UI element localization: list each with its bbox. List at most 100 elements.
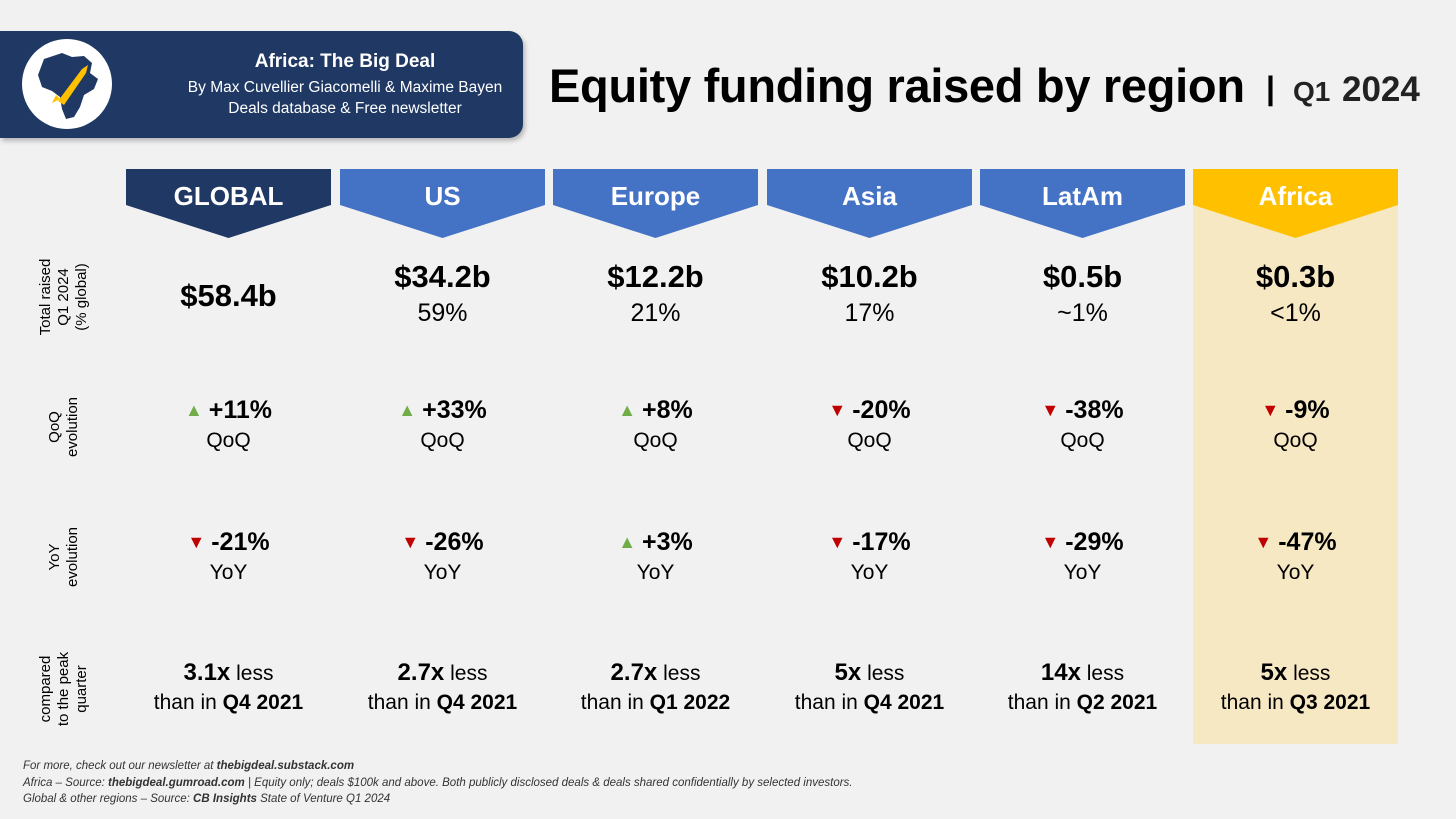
- region-header-asia: Asia: [767, 169, 972, 238]
- total-raised-cell: $58.4b: [126, 278, 331, 314]
- qoq-evolution-cell: ▲ +33% QoQ: [340, 396, 545, 453]
- yoy-evolution-cell: ▼ -17% YoY: [767, 528, 972, 585]
- qoq-change: ▲ +11%: [126, 396, 331, 425]
- region-header-africa: Africa: [1193, 169, 1398, 238]
- down-triangle-icon: ▼: [828, 532, 847, 552]
- peak-multiple-line: 5x less: [1193, 659, 1398, 687]
- total-raised-value: $0.3b: [1255, 259, 1336, 294]
- yoy-change-value: -29%: [1065, 528, 1124, 556]
- peak-multiple: 2.7x: [610, 659, 658, 686]
- peak-prefix: than in: [153, 691, 223, 714]
- up-triangle-icon: ▲: [618, 400, 637, 420]
- qoq-evolution-cell: ▲ +11% QoQ: [126, 396, 331, 453]
- region-header-label: GLOBAL: [173, 181, 284, 211]
- total-raised-value: $12.2b: [607, 259, 704, 294]
- yoy-change: ▲ +3%: [553, 528, 758, 557]
- row-label-qoq-evolution: QoQ evolution: [46, 377, 82, 477]
- peak-multiple: 5x: [1260, 659, 1288, 686]
- region-header-label: Africa: [1258, 181, 1333, 211]
- peak-prefix: than in: [1220, 691, 1290, 714]
- peak-quarter: Q2 2021: [1076, 691, 1158, 714]
- total-raised-value: $10.2b: [821, 259, 918, 294]
- yoy-change: ▼ -29%: [980, 528, 1185, 557]
- footer-africa-source-line: Africa – Source: thebigdeal.gumroad.com …: [23, 776, 853, 789]
- region-header-us: US: [340, 169, 545, 238]
- title-year: 2024: [1342, 70, 1420, 109]
- qoq-change-value: -9%: [1285, 396, 1330, 424]
- qoq-change-value: +11%: [208, 396, 273, 424]
- yoy-evolution-cell: ▲ +3% YoY: [553, 528, 758, 585]
- qoq-change-label: QoQ: [1273, 429, 1318, 452]
- qoq-change: ▲ +8%: [553, 396, 758, 425]
- share-of-global: 17%: [844, 299, 895, 327]
- row-label-line: compared: [37, 655, 54, 723]
- peak-multiple: 3.1x: [183, 659, 231, 686]
- yoy-evolution-cell: ▼ -26% YoY: [340, 528, 545, 585]
- peak-word: less: [1080, 662, 1125, 685]
- header-chevron-shape: [340, 169, 545, 238]
- row-label-line: to the peak: [55, 651, 72, 727]
- row-label-line: Total raised: [37, 258, 54, 336]
- africa-rocket-icon: [22, 39, 112, 129]
- qoq-change-label: QoQ: [847, 429, 892, 452]
- row-label-line: YoY: [46, 543, 63, 571]
- brand-title: Africa: The Big Deal: [254, 51, 436, 72]
- header-chevron-shape: [767, 169, 972, 238]
- peak-multiple: 2.7x: [397, 659, 445, 686]
- peak-multiple-line: 2.7x less: [553, 659, 758, 687]
- qoq-change-label: QoQ: [1060, 429, 1105, 452]
- row-label-line: (% global): [73, 263, 90, 331]
- region-header-global: GLOBAL: [126, 169, 331, 238]
- yoy-evolution-cell: ▼ -21% YoY: [126, 528, 331, 585]
- peak-comparison-cell: 2.7x less than in Q1 2022: [553, 659, 758, 715]
- region-header-label: US: [424, 181, 461, 211]
- peak-comparison-cell: 2.7x less than in Q4 2021: [340, 659, 545, 715]
- total-raised-cell: $0.5b ~1%: [980, 259, 1185, 328]
- yoy-change-value: +3%: [642, 528, 693, 556]
- qoq-change-value: -38%: [1065, 396, 1124, 424]
- brand-subtitle: Deals database & Free newsletter: [228, 100, 462, 117]
- peak-quarter: Q4 2021: [436, 691, 518, 714]
- row-label-peak-quarter: compared to the peak quarter: [37, 639, 91, 739]
- peak-quarter: Q4 2021: [222, 691, 304, 714]
- footer-newsletter-line: For more, check out our newsletter at th…: [23, 760, 355, 772]
- yoy-change-label: YoY: [850, 561, 889, 584]
- share-of-global: ~1%: [1057, 299, 1108, 327]
- yoy-change-label: YoY: [636, 561, 675, 584]
- total-raised-value: $58.4b: [180, 278, 277, 313]
- share-of-global: 59%: [417, 299, 468, 327]
- yoy-evolution-cell: ▼ -29% YoY: [980, 528, 1185, 585]
- share-of-global: <1%: [1270, 299, 1321, 327]
- total-raised-value: $0.5b: [1042, 259, 1123, 294]
- region-header-label: LatAm: [1042, 181, 1123, 211]
- yoy-change-value: -17%: [852, 528, 911, 556]
- brand-authors: By Max Cuvellier Giacomelli & Maxime Bay…: [187, 79, 503, 96]
- gumroad-link[interactable]: thebigdeal.gumroad.com: [108, 776, 245, 789]
- peak-comparison-cell: 3.1x less than in Q4 2021: [126, 659, 331, 715]
- region-header-label: Europe: [610, 181, 701, 211]
- row-label-yoy-evolution: YoY evolution: [46, 507, 82, 607]
- peak-word: less: [861, 662, 905, 685]
- peak-comparison-cell: 14x less than in Q2 2021: [980, 659, 1185, 715]
- qoq-change-value: +33%: [422, 396, 487, 424]
- down-triangle-icon: ▼: [1254, 532, 1273, 552]
- row-label-line: QoQ: [46, 411, 63, 443]
- peak-multiple-line: 2.7x less: [340, 659, 545, 687]
- up-triangle-icon: ▲: [618, 532, 637, 552]
- qoq-change-value: +8%: [642, 396, 693, 424]
- newsletter-link[interactable]: thebigdeal.substack.com: [216, 760, 355, 772]
- qoq-evolution-cell: ▲ +8% QoQ: [553, 396, 758, 453]
- peak-prefix: than in: [580, 691, 650, 714]
- row-label-line: evolution: [64, 396, 81, 458]
- peak-word: less: [230, 662, 274, 685]
- peak-word: less: [444, 662, 488, 685]
- peak-quarter-line: than in Q4 2021: [767, 691, 972, 715]
- down-triangle-icon: ▼: [828, 400, 847, 420]
- peak-quarter-line: than in Q4 2021: [126, 691, 331, 715]
- yoy-change: ▼ -21%: [126, 528, 331, 557]
- qoq-change: ▲ +33%: [340, 396, 545, 425]
- total-raised-cell: $34.2b 59%: [340, 259, 545, 328]
- total-raised-cell: $12.2b 21%: [553, 259, 758, 328]
- yoy-change-label: YoY: [1063, 561, 1102, 584]
- down-triangle-icon: ▼: [1041, 400, 1060, 420]
